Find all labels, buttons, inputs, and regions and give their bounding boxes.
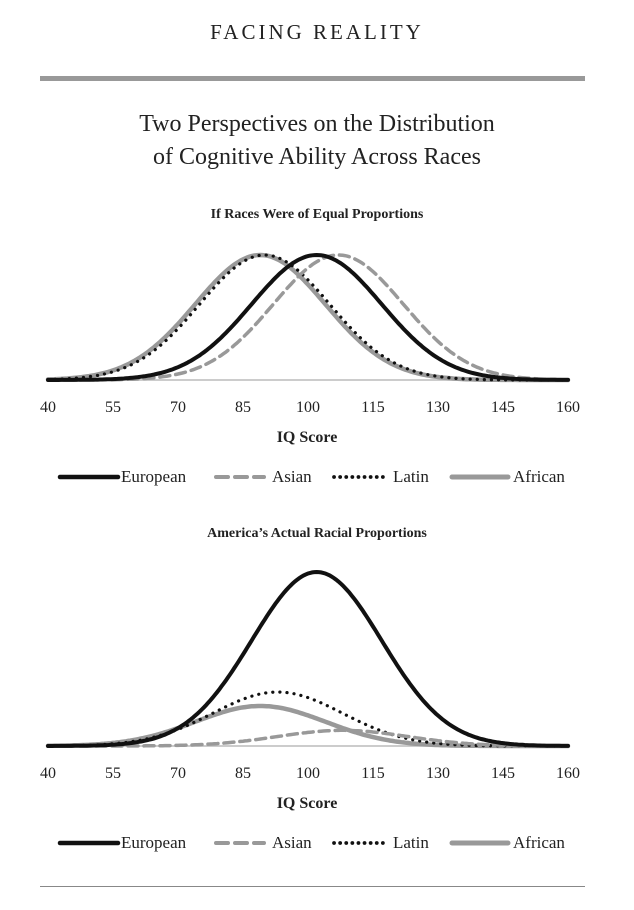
x-tick-label: 160 — [556, 765, 580, 782]
x-tick-label: 145 — [491, 399, 515, 416]
x-tick-label: 85 — [235, 399, 251, 416]
legend-label-african: African — [513, 467, 565, 486]
x-tick-label: 100 — [296, 399, 320, 416]
x-tick-label: 160 — [556, 399, 580, 416]
x-tick-label: 115 — [361, 765, 384, 782]
series-line-european — [46, 252, 570, 382]
legend-label-latin: Latin — [393, 467, 429, 486]
x-tick-label: 130 — [426, 399, 450, 416]
legend-label-european: European — [121, 467, 187, 486]
x-tick-label: 85 — [235, 765, 251, 782]
series-line-european — [46, 569, 570, 748]
series-line-asian — [46, 728, 570, 748]
chart-1-title: If Races Were of Equal Proportions — [210, 207, 424, 222]
series-line-latin — [46, 690, 570, 748]
x-tick-label: 70 — [170, 399, 186, 416]
x-tick-label: 40 — [40, 399, 56, 416]
x-tick-label: 40 — [40, 765, 56, 782]
legend-label-asian: Asian — [272, 467, 312, 486]
x-axis-label: IQ Score — [277, 429, 338, 446]
x-tick-label: 55 — [105, 399, 121, 416]
x-tick-label: 100 — [296, 765, 320, 782]
x-tick-label: 70 — [170, 765, 186, 782]
x-tick-label: 115 — [361, 399, 384, 416]
legend-label-european: European — [121, 833, 187, 852]
series-line-african — [45, 252, 571, 383]
figure-title-line-1: Two Perspectives on the Distribution — [139, 111, 495, 137]
x-axis-label: IQ Score — [277, 795, 338, 812]
bottom-rule — [40, 886, 585, 887]
series-line-asian — [46, 253, 570, 382]
series-line-latin — [46, 253, 570, 382]
legend-label-latin: Latin — [393, 833, 429, 852]
chart-actual-proportions: 40 55 70 85 100 115 130 145 160 IQ Score European A… — [40, 569, 580, 852]
chart-equal-proportions: 40 55 70 85 100 115 130 145 160 IQ Score European A… — [40, 252, 580, 486]
top-rule — [40, 76, 585, 81]
x-tick-label: 130 — [426, 765, 450, 782]
x-tick-label: 145 — [491, 765, 515, 782]
figure-title-line-2: of Cognitive Ability Across Races — [153, 144, 481, 170]
running-head: FACING REALITY — [210, 20, 424, 44]
x-tick-label: 55 — [105, 765, 121, 782]
legend-label-african: African — [513, 833, 565, 852]
chart-2-title: America’s Actual Racial Proportions — [207, 526, 427, 541]
legend-label-asian: Asian — [272, 833, 312, 852]
